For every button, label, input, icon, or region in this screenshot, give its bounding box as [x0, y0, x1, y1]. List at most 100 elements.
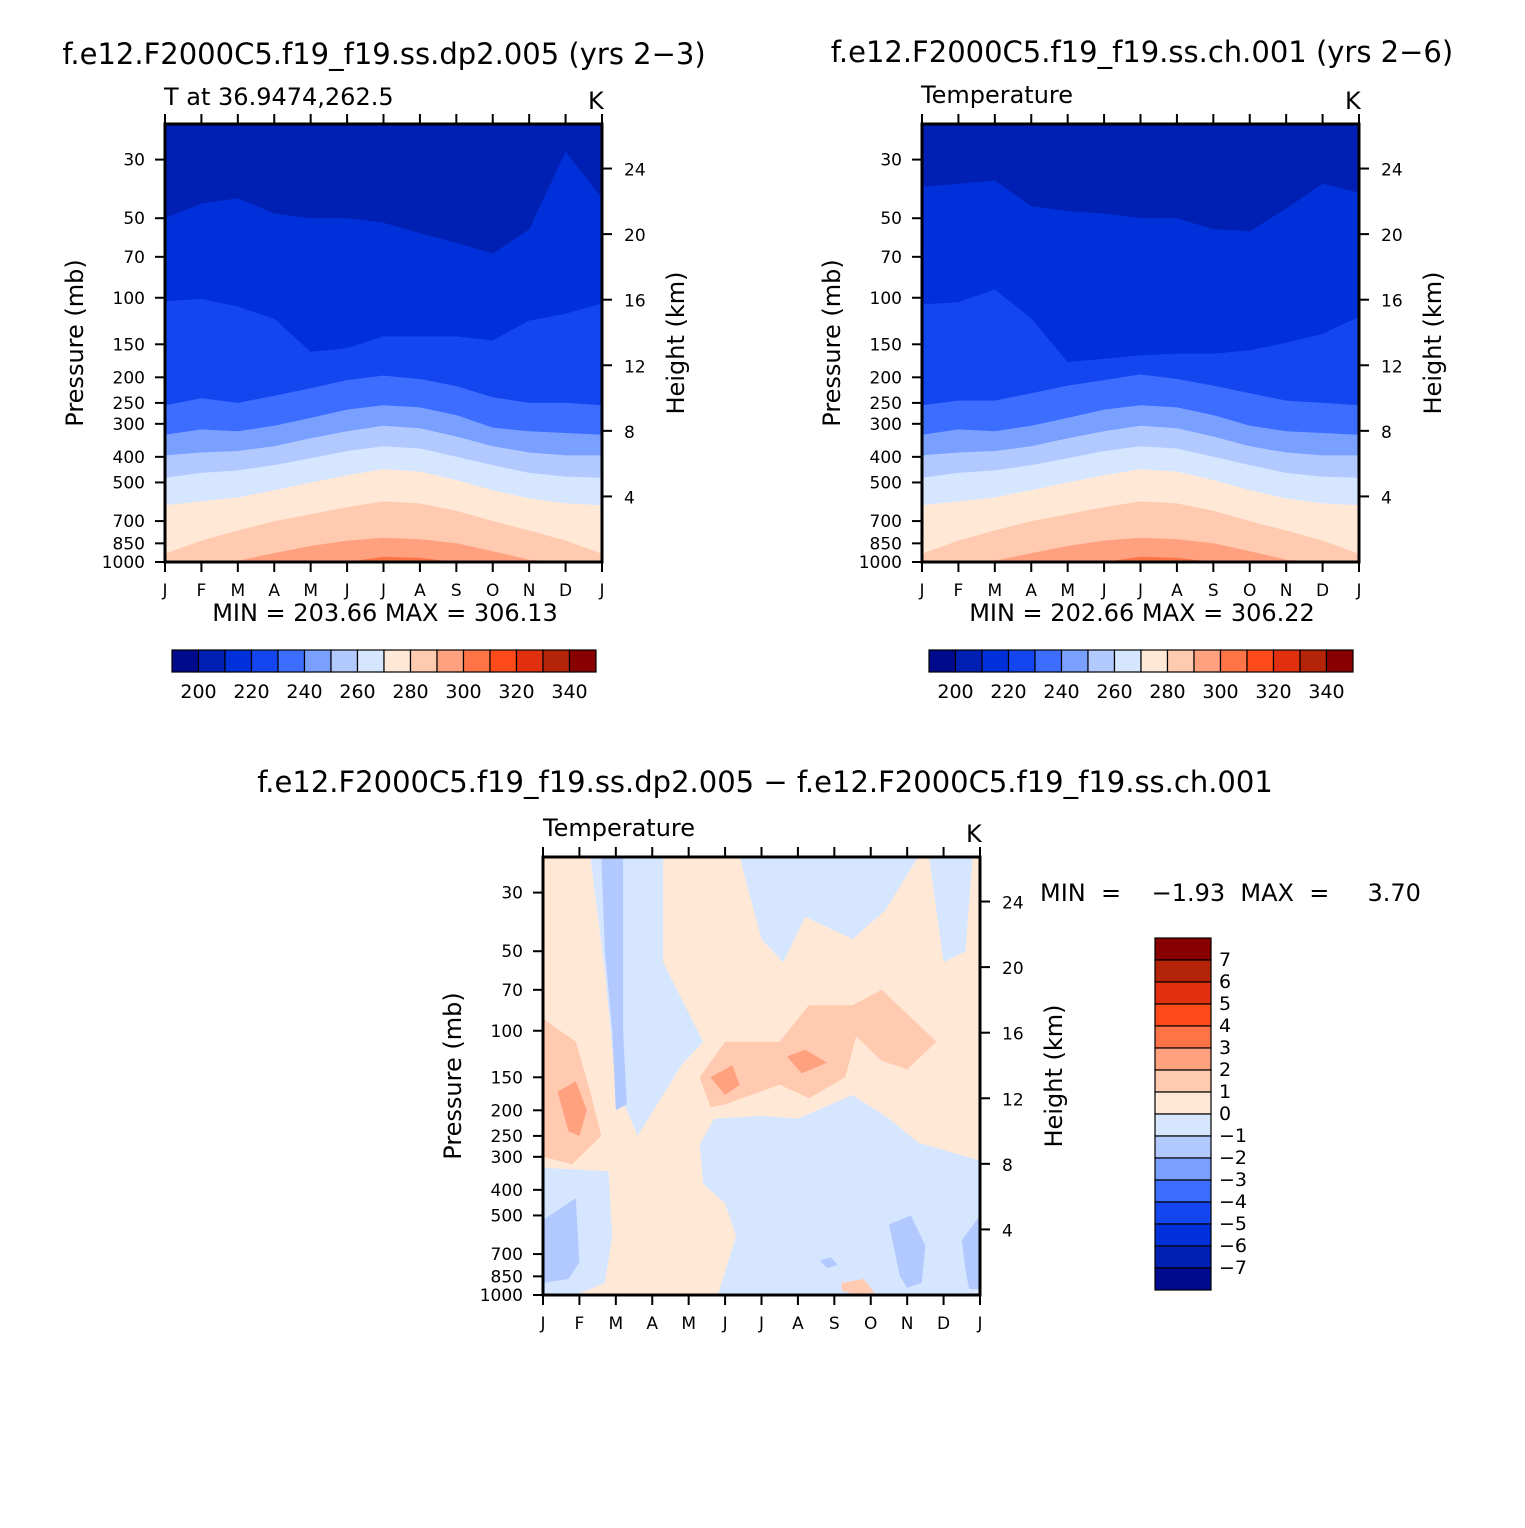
p3-cbar-label-6: 1 — [1219, 1081, 1231, 1103]
p3-ptick-label-500: 500 — [491, 1206, 523, 1226]
p2-htick-label-8: 8 — [1381, 423, 1392, 443]
p3-region-13 — [699, 989, 937, 1108]
p2-cbar-box-1 — [954, 649, 983, 673]
p3-ylabel: Pressure (mb) — [439, 992, 467, 1159]
p1-htick-label-20: 20 — [624, 226, 646, 246]
p1-cbar-box-8 — [383, 649, 412, 673]
panel-1-stats: MIN = 203.66 MAX = 306.13 — [212, 599, 558, 627]
panel-2-subtitle: Temperature — [920, 81, 1073, 109]
p3-htick-label-20: 20 — [1002, 959, 1024, 979]
p2-cbar-label-5: 300 — [1202, 681, 1238, 703]
p3-month-label-6: J — [758, 1314, 764, 1334]
p1-ptick-label-200: 200 — [113, 368, 145, 388]
p2-band-290 — [922, 537, 1359, 562]
p1-cbar-box-12 — [489, 649, 518, 673]
p3-cbar-label-8: −1 — [1219, 1125, 1247, 1147]
p2-month-label-3: A — [1025, 581, 1037, 601]
p3-ptick-label-70: 70 — [501, 981, 523, 1001]
p1-cbar-box-9 — [409, 649, 438, 673]
p2-field — [922, 124, 1359, 562]
p2-month-label-12: J — [1355, 581, 1361, 601]
p1-cbar-box-1 — [197, 649, 226, 673]
p2-cbar-label-2: 240 — [1043, 681, 1079, 703]
p1-htick-label-12: 12 — [624, 357, 646, 377]
p1-month-label-7: A — [414, 581, 426, 601]
p3-cbar-box-7 — [1154, 1091, 1212, 1115]
p3-cbar-label-14: −7 — [1219, 1257, 1247, 1279]
p3-cbar-label-3: 4 — [1219, 1015, 1231, 1037]
p1-htick-label-4: 4 — [624, 488, 635, 508]
p2-cbar-label-3: 260 — [1096, 681, 1132, 703]
p3-ptick-label-300: 300 — [491, 1148, 523, 1168]
p2-month-label-4: M — [1060, 581, 1075, 601]
p1-cbar-label-5: 300 — [445, 681, 481, 703]
p3-cbar-box-10 — [1154, 1157, 1212, 1181]
p3-month-label-10: N — [901, 1314, 914, 1334]
p1-htick-label-16: 16 — [624, 292, 646, 312]
p1-month-label-10: N — [523, 581, 536, 601]
p2-ptick-label-300: 300 — [870, 415, 902, 435]
panel-1-units: K — [588, 87, 605, 115]
p3-htick-label-24: 24 — [1002, 894, 1024, 914]
p2-cbar-label-4: 280 — [1149, 681, 1185, 703]
p3-cbar-box-8 — [1154, 1113, 1212, 1137]
p1-cbar-box-0 — [171, 649, 200, 673]
p3-cbar-box-2 — [1154, 981, 1212, 1005]
p3-ptick-label-1000: 1000 — [480, 1286, 523, 1306]
p1-cbar-box-15 — [568, 649, 597, 673]
p2-cbar-box-5 — [1060, 649, 1089, 673]
p3-cbar-label-9: −2 — [1219, 1147, 1247, 1169]
p3-cbar-label-0: 7 — [1219, 949, 1231, 971]
p1-month-label-12: J — [598, 581, 604, 601]
p1-month-label-2: M — [230, 581, 245, 601]
p2-ptick-label-500: 500 — [870, 473, 902, 493]
p1-ptick-label-100: 100 — [113, 289, 145, 309]
p1-month-label-9: O — [486, 581, 499, 601]
p1-ylabel-right: Height (km) — [662, 272, 690, 415]
p1-ptick-label-300: 300 — [113, 415, 145, 435]
p1-cbar-label-0: 200 — [180, 681, 216, 703]
p2-cbar-box-10 — [1193, 649, 1222, 673]
p2-cbar-box-3 — [1007, 649, 1036, 673]
p2-cbar-box-15 — [1325, 649, 1354, 673]
p2-cbar-label-1: 220 — [990, 681, 1026, 703]
p1-cbar-label-4: 280 — [392, 681, 428, 703]
p3-month-label-3: A — [646, 1314, 658, 1334]
p2-ptick-label-400: 400 — [870, 448, 902, 468]
p2-month-label-1: F — [954, 581, 964, 601]
p3-cbar-label-7: 0 — [1219, 1103, 1231, 1125]
p1-month-label-11: D — [559, 581, 572, 601]
p1-month-label-1: F — [197, 581, 207, 601]
p3-ptick-label-200: 200 — [491, 1101, 523, 1121]
p1-cbar-box-3 — [250, 649, 279, 673]
p2-month-label-5: J — [1101, 581, 1107, 601]
panel-2-colorbar: 200 220 240 260 280 300 320 340 — [928, 649, 1354, 703]
p3-region-1 — [601, 857, 627, 1111]
p2-ptick-label-850: 850 — [870, 534, 902, 554]
p3-cbar-label-2: 5 — [1219, 993, 1231, 1015]
p2-htick-label-12: 12 — [1381, 357, 1403, 377]
p3-cbar-label-12: −5 — [1219, 1213, 1247, 1235]
p3-region-9 — [819, 1257, 838, 1268]
panel-3-subtitle: Temperature — [542, 814, 695, 842]
p1-cbar-label-6: 320 — [498, 681, 534, 703]
p3-ptick-label-100: 100 — [491, 1022, 523, 1042]
p1-cbar-box-5 — [303, 649, 332, 673]
p3-cbar-label-10: −3 — [1219, 1169, 1247, 1191]
p3-ptick-label-700: 700 — [491, 1245, 523, 1265]
p2-htick-label-4: 4 — [1381, 488, 1392, 508]
p3-cbar-box-6 — [1154, 1069, 1212, 1093]
p2-ylabel: Pressure (mb) — [818, 259, 846, 426]
p3-cbar-box-3 — [1154, 1003, 1212, 1027]
p3-region-15 — [787, 1049, 827, 1074]
p2-cbar-box-6 — [1087, 649, 1116, 673]
p1-band-300 — [165, 556, 602, 562]
p1-ptick-label-400: 400 — [113, 448, 145, 468]
p1-cbar-label-1: 220 — [233, 681, 269, 703]
panel-1-title: f.e12.F2000C5.f19_f19.ss.dp2.005 (yrs 2−… — [62, 37, 705, 71]
p1-htick-label-8: 8 — [624, 423, 635, 443]
p3-month-label-12: J — [976, 1314, 982, 1334]
p1-ptick-label-70: 70 — [123, 248, 145, 268]
p3-region-8 — [961, 1215, 980, 1290]
